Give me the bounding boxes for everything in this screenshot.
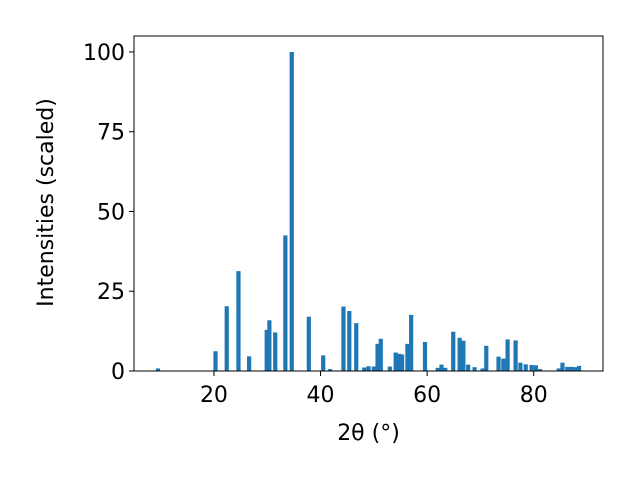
bar — [565, 366, 570, 371]
bar — [213, 351, 218, 371]
bar — [321, 355, 326, 371]
bar — [393, 352, 398, 371]
y-axis-title: Intensities (scaled) — [34, 98, 59, 307]
bar — [518, 362, 523, 371]
bar — [405, 343, 410, 371]
x-axis-title: 2θ (°) — [337, 421, 400, 446]
bar — [396, 353, 401, 371]
bar — [267, 320, 272, 371]
bar — [387, 366, 392, 371]
bar-series — [155, 51, 582, 371]
bar — [451, 331, 456, 371]
bar — [576, 365, 582, 371]
x-axis: 20 40 60 80 — [200, 371, 548, 408]
bar — [306, 316, 311, 371]
bar — [375, 343, 380, 371]
bar — [529, 364, 534, 371]
bar — [155, 368, 161, 371]
y-tick-label: 0 — [111, 360, 125, 385]
bar — [289, 51, 294, 371]
y-tick-label: 25 — [97, 280, 125, 305]
bar — [533, 365, 538, 371]
x-tick-label: 60 — [413, 383, 441, 408]
bar — [569, 366, 574, 371]
bar — [347, 311, 352, 371]
bar — [264, 329, 269, 371]
bar — [273, 332, 278, 371]
bar — [466, 364, 471, 371]
bar — [472, 367, 477, 371]
bar — [484, 345, 489, 371]
bar — [443, 367, 448, 371]
bar — [501, 358, 506, 371]
bar — [461, 340, 466, 371]
bar — [496, 356, 501, 371]
bar — [366, 366, 371, 371]
bar — [409, 314, 414, 371]
y-tick-label: 75 — [97, 121, 125, 146]
bar — [573, 367, 578, 371]
bar — [538, 369, 543, 371]
bar — [341, 306, 346, 371]
bar — [457, 337, 462, 371]
bar — [480, 368, 485, 371]
bar — [354, 323, 359, 371]
bar — [439, 364, 444, 371]
bar — [513, 340, 518, 371]
bar — [523, 364, 528, 371]
y-axis: 0 25 50 75 100 — [83, 41, 134, 385]
bar — [378, 338, 383, 371]
bar — [556, 368, 561, 371]
bar — [362, 367, 367, 371]
y-tick-label: 100 — [83, 41, 125, 66]
bar — [560, 362, 565, 371]
x-tick-label: 20 — [200, 383, 228, 408]
bar — [236, 271, 241, 371]
bar — [371, 366, 376, 371]
y-tick-label: 50 — [97, 200, 125, 225]
x-tick-label: 80 — [520, 383, 548, 408]
bar — [399, 354, 405, 371]
bar — [247, 356, 252, 371]
bar — [224, 306, 229, 371]
plot-frame — [133, 35, 604, 372]
x-tick-label: 40 — [307, 383, 335, 408]
bar — [422, 341, 428, 371]
bar — [505, 339, 510, 371]
bar — [435, 367, 440, 371]
bar — [283, 235, 288, 371]
bar — [328, 369, 333, 371]
